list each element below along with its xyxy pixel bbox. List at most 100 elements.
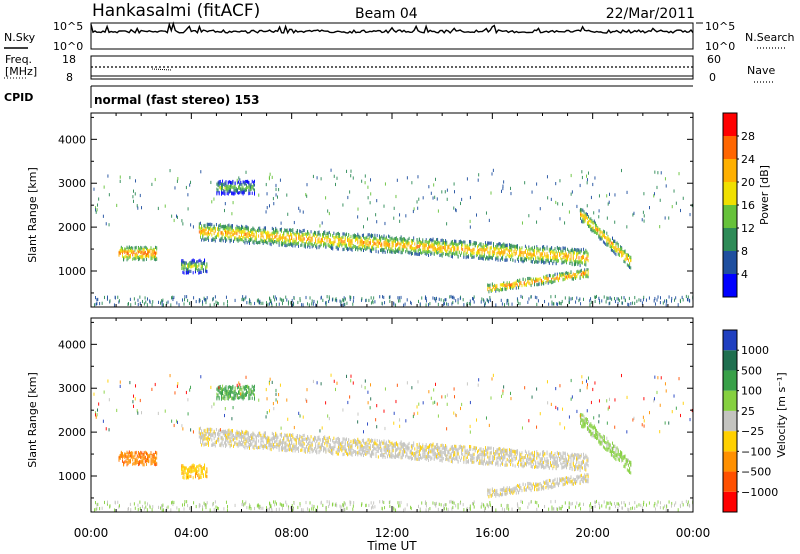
- velocity-echo-cell: [198, 435, 200, 439]
- power-echo-cell: [200, 270, 202, 275]
- power-echo-cell: [237, 237, 239, 241]
- velocity-echo-cell: [355, 452, 356, 457]
- power-echo-cell: [609, 243, 611, 247]
- power-echo-cell: [454, 252, 456, 256]
- velocity-echo-cell: [294, 449, 296, 453]
- power-echo-cell: [479, 247, 481, 251]
- power-echo-cell: [152, 250, 154, 254]
- velocity-echo-cell: [260, 433, 262, 438]
- power-echo-cell: [311, 245, 313, 249]
- power-echo-cell: [316, 234, 318, 238]
- power-echo-cell: [404, 242, 406, 247]
- power-echo-cell: [193, 259, 195, 263]
- power-echo-cell: [425, 295, 426, 299]
- power-echo-cell: [143, 246, 145, 250]
- velocity-echo-cell: [363, 453, 364, 457]
- power-echo-cell: [190, 223, 192, 227]
- power-echo-cell: [493, 250, 494, 254]
- y-tick-label: 4000: [58, 133, 86, 146]
- power-echo-cell: [223, 182, 225, 186]
- velocity-echo-cell: [226, 431, 228, 435]
- power-echo-cell: [598, 215, 600, 219]
- velocity-echo-cell: [307, 450, 309, 454]
- velocity-echo-cell: [303, 433, 305, 437]
- power-echo-cell: [636, 299, 638, 303]
- power-echo-cell: [141, 246, 143, 250]
- power-echo-cell: [659, 300, 661, 305]
- power-echo-cell: [580, 216, 582, 220]
- power-echo-cell: [334, 298, 336, 302]
- power-echo-cell: [336, 247, 338, 251]
- power-echo-cell: [590, 220, 592, 224]
- power-echo-cell: [653, 299, 655, 303]
- power-echo-cell: [450, 248, 452, 252]
- power-echo-cell: [441, 251, 443, 255]
- power-echo-cell: [344, 302, 346, 306]
- power-echo-cell: [536, 245, 538, 249]
- power-echo-cell: [448, 245, 450, 249]
- power-echo-cell: [405, 238, 407, 242]
- power-echo-cell: [189, 262, 191, 267]
- power-echo-cell: [576, 252, 578, 257]
- power-echo-cell: [328, 297, 330, 301]
- power-echo-cell: [604, 233, 605, 237]
- power-echo-cell: [231, 233, 233, 237]
- power-echo-cell: [502, 253, 504, 257]
- power-echo-cell: [329, 245, 331, 249]
- power-echo-cell: [664, 299, 666, 303]
- power-echo-cell: [223, 228, 225, 233]
- power-echo-cell: [470, 240, 472, 244]
- power-echo-cell: [626, 263, 628, 267]
- power-echo-cell: [397, 248, 399, 252]
- power-echo-cell: [409, 250, 411, 254]
- power-echo-cell: [308, 241, 310, 245]
- power-echo-cell: [605, 242, 607, 246]
- power-echo-cell: [665, 184, 667, 188]
- power-echo-cell: [314, 242, 315, 246]
- power-echo-cell: [96, 208, 98, 212]
- power-echo-cell: [134, 257, 136, 261]
- power-echo-cell: [239, 182, 241, 186]
- power-echo-cell: [222, 227, 224, 231]
- power-echo-cell: [564, 259, 566, 263]
- power-echo-cell: [204, 229, 206, 233]
- power-echo-cell: [466, 301, 468, 306]
- power-echo-cell: [210, 222, 212, 226]
- power-echo-cell: [329, 240, 331, 245]
- power-echo-cell: [621, 301, 623, 305]
- power-echo-cell: [429, 239, 431, 243]
- power-echo-cell: [609, 301, 611, 305]
- power-echo-cell: [540, 278, 542, 283]
- sky-noise-panel: N.Sky 10^5 10^0 10^5 10^0 N.Search: [4, 20, 795, 53]
- velocity-echo-cell: [285, 434, 287, 438]
- velocity-echo-cell: [407, 448, 409, 452]
- power-echo-cell: [553, 251, 555, 255]
- velocity-echo-cell: [246, 446, 248, 450]
- velocity-echo-cell: [375, 442, 377, 446]
- power-echo-cell: [565, 275, 567, 279]
- power-echo-cell: [419, 302, 421, 306]
- power-echo-cell: [244, 226, 246, 230]
- power-echo-cell: [269, 300, 271, 304]
- power-echo-cell: [194, 263, 196, 268]
- power-echo-cell: [135, 254, 137, 258]
- power-echo-cell: [227, 299, 228, 304]
- power-echo-cell: [107, 295, 108, 299]
- velocity-echo-cell: [250, 443, 252, 447]
- power-echo-cell: [145, 247, 147, 251]
- power-echo-cell: [352, 176, 354, 180]
- velocity-echo-cell: [376, 438, 378, 443]
- power-echo-cell: [436, 241, 437, 246]
- power-echo-cell: [161, 303, 163, 307]
- power-echo-cell: [217, 227, 219, 231]
- power-echo-cell: [242, 297, 244, 301]
- power-echo-cell: [446, 242, 448, 246]
- power-echo-cell: [321, 233, 323, 237]
- power-echo-cell: [569, 273, 571, 277]
- velocity-echo-cell: [385, 443, 387, 447]
- power-echo-cell: [302, 239, 304, 244]
- power-echo-cell: [308, 237, 310, 241]
- velocity-echo-cell: [250, 433, 252, 437]
- power-echo-cell: [478, 244, 480, 248]
- velocity-echo-cell: [376, 445, 378, 449]
